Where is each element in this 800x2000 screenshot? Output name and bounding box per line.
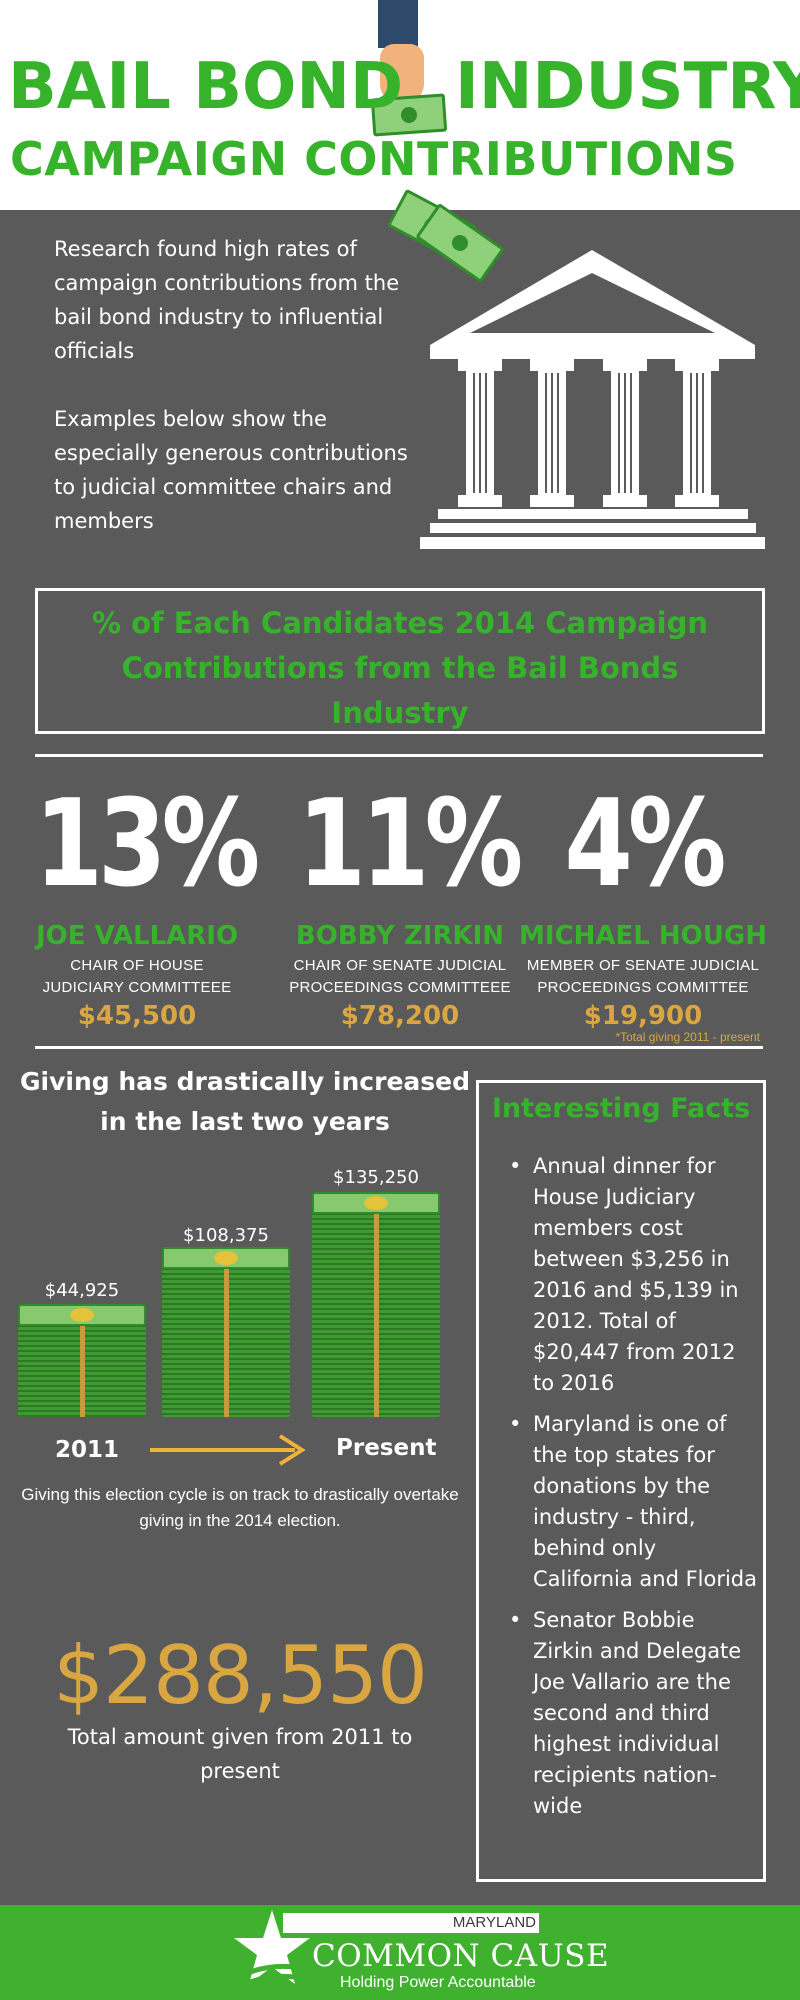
stat-role-line1: CHAIR OF HOUSE bbox=[70, 957, 204, 974]
money-stack-icon bbox=[312, 1192, 440, 1417]
logo-name: COMMON CAUSE bbox=[312, 1938, 610, 1974]
stat-amount: $19,900 bbox=[583, 1001, 703, 1031]
stat-michael-hough: 4% MICHAEL HOUGH MEMBER OF SENATE JUDICI… bbox=[518, 775, 768, 1031]
giving-title: Giving has drastically increased in the … bbox=[20, 1067, 470, 1136]
stat-percent: 13% bbox=[34, 775, 261, 914]
stat-role: CHAIR OF HOUSE JUDICIARY COMMITTEEE bbox=[12, 955, 262, 999]
fact-item: Senator Bobbie Zirkin and Delegate Joe V… bbox=[507, 1605, 757, 1822]
stat-name: JOE VALLARIO bbox=[35, 921, 239, 951]
stat-bobby-zirkin: 11% BOBBY ZIRKIN CHAIR OF SENATE JUDICIA… bbox=[275, 775, 525, 1031]
title-line1-left: BAIL BOND bbox=[8, 50, 404, 124]
divider-top bbox=[35, 754, 763, 757]
year-start-label: 2011 bbox=[55, 1437, 120, 1463]
money-stack-icon bbox=[18, 1304, 146, 1417]
logo-state-bar bbox=[283, 1913, 539, 1933]
footnote: *Total giving 2011 - present bbox=[615, 1030, 760, 1044]
money-stack-label: $44,925 bbox=[44, 1280, 120, 1301]
courthouse-icon bbox=[420, 250, 765, 549]
facts-title: Interesting Facts bbox=[491, 1093, 751, 1124]
stat-role-line2: PROCEEDINGS COMMITTEE bbox=[537, 979, 749, 996]
fist-icon bbox=[380, 44, 424, 104]
stat-name: MICHAEL HOUGH bbox=[519, 921, 767, 951]
stat-role-line2: JUDICIARY COMMITTEEE bbox=[42, 979, 232, 996]
total-amount: $288,550 bbox=[53, 1629, 428, 1722]
stat-role: MEMBER OF SENATE JUDICIAL PROCEEDINGS CO… bbox=[518, 955, 768, 999]
section-title-box: % of Each Candidates 2014 Campaign Contr… bbox=[35, 588, 765, 734]
title-line1-right: INDUSTRY bbox=[455, 50, 800, 124]
stat-role-line1: MEMBER OF SENATE JUDICIAL bbox=[526, 957, 760, 974]
fact-item: Annual dinner for House Judiciary member… bbox=[507, 1151, 757, 1399]
money-stack-label: $135,250 bbox=[333, 1167, 419, 1188]
logo-state: MARYLAND bbox=[452, 1914, 536, 1931]
stat-amount: $45,500 bbox=[77, 1001, 197, 1031]
facts-list: Annual dinner for House Judiciary member… bbox=[507, 1151, 757, 1832]
stat-percent: 11% bbox=[297, 775, 524, 914]
intro-paragraph-1: Research found high rates of campaign co… bbox=[54, 237, 400, 363]
stat-percent: 4% bbox=[564, 775, 726, 914]
stat-role-line2: PROCEEDINGS COMMITTEEE bbox=[289, 979, 511, 996]
divider-bottom bbox=[35, 1046, 763, 1049]
stat-role: CHAIR OF SENATE JUDICIAL PROCEEDINGS COM… bbox=[275, 955, 525, 999]
money-stack-label: $108,375 bbox=[183, 1225, 269, 1246]
stat-name: BOBBY ZIRKIN bbox=[295, 921, 505, 951]
stat-role-line1: CHAIR OF SENATE JUDICIAL bbox=[293, 957, 507, 974]
year-end-label: Present bbox=[336, 1435, 437, 1461]
intro-paragraph-2: Examples below show the especially gener… bbox=[54, 407, 408, 533]
fact-item: Maryland is one of the top states for do… bbox=[507, 1409, 757, 1595]
arrow-right-icon bbox=[150, 1434, 306, 1466]
star-logo-icon bbox=[234, 1910, 311, 1991]
facts-box: Interesting Facts Annual dinner for Hous… bbox=[476, 1080, 766, 1882]
logo-tagline: Holding Power Accountable bbox=[340, 1974, 536, 1991]
title-line2: CAMPAIGN CONTRIBUTIONS bbox=[10, 132, 738, 186]
hand-holding-money-icon bbox=[378, 0, 418, 48]
giving-note: Giving this election cycle is on track t… bbox=[21, 1485, 459, 1530]
total-label: Total amount given from 2011 to present bbox=[67, 1725, 413, 1783]
stat-amount: $78,200 bbox=[340, 1001, 460, 1031]
section-title: % of Each Candidates 2014 Campaign Contr… bbox=[91, 606, 709, 730]
money-stack-icon bbox=[162, 1247, 290, 1417]
stat-joe-vallario: 13% JOE VALLARIO CHAIR OF HOUSE JUDICIAR… bbox=[12, 775, 262, 1031]
